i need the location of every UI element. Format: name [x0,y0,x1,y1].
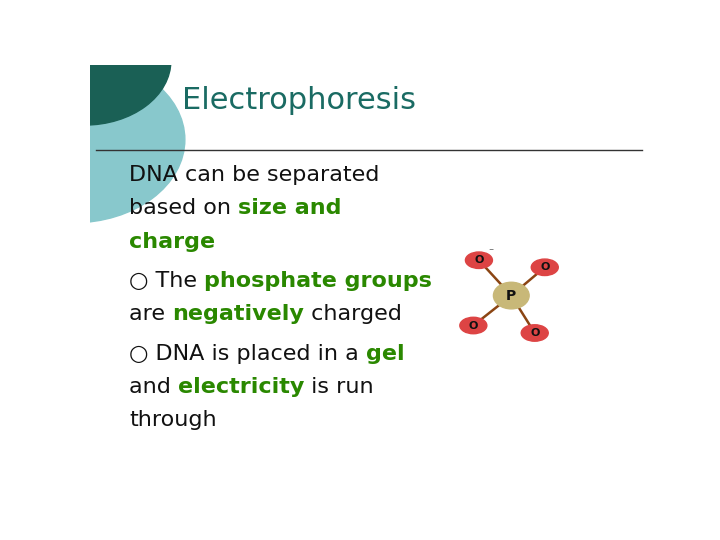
Text: O: O [474,255,484,265]
Text: ⁻: ⁻ [489,247,494,257]
Text: are: are [129,304,172,325]
Text: electricity: electricity [178,377,305,397]
Text: phosphate groups: phosphate groups [204,271,432,291]
Circle shape [493,282,529,309]
Text: O: O [530,328,539,338]
Text: ○ The: ○ The [129,271,204,291]
Text: O: O [469,321,478,330]
Circle shape [0,57,185,223]
Text: and: and [129,377,178,397]
Text: gel: gel [366,344,405,364]
Text: size and: size and [238,198,342,218]
Text: charge: charge [129,232,215,252]
Text: DNA can be separated: DNA can be separated [129,165,379,185]
Text: is run: is run [305,377,374,397]
Text: negatively: negatively [172,304,304,325]
Ellipse shape [465,252,492,268]
Text: through: through [129,410,217,430]
Text: charged: charged [304,304,402,325]
Text: based on: based on [129,198,238,218]
Ellipse shape [521,325,548,341]
Text: O: O [540,262,549,272]
Circle shape [0,0,171,125]
Text: P: P [506,288,516,302]
Ellipse shape [460,318,487,334]
Ellipse shape [531,259,558,275]
Text: Electrophoresis: Electrophoresis [182,86,416,114]
Text: ○ DNA is placed in a: ○ DNA is placed in a [129,344,366,364]
